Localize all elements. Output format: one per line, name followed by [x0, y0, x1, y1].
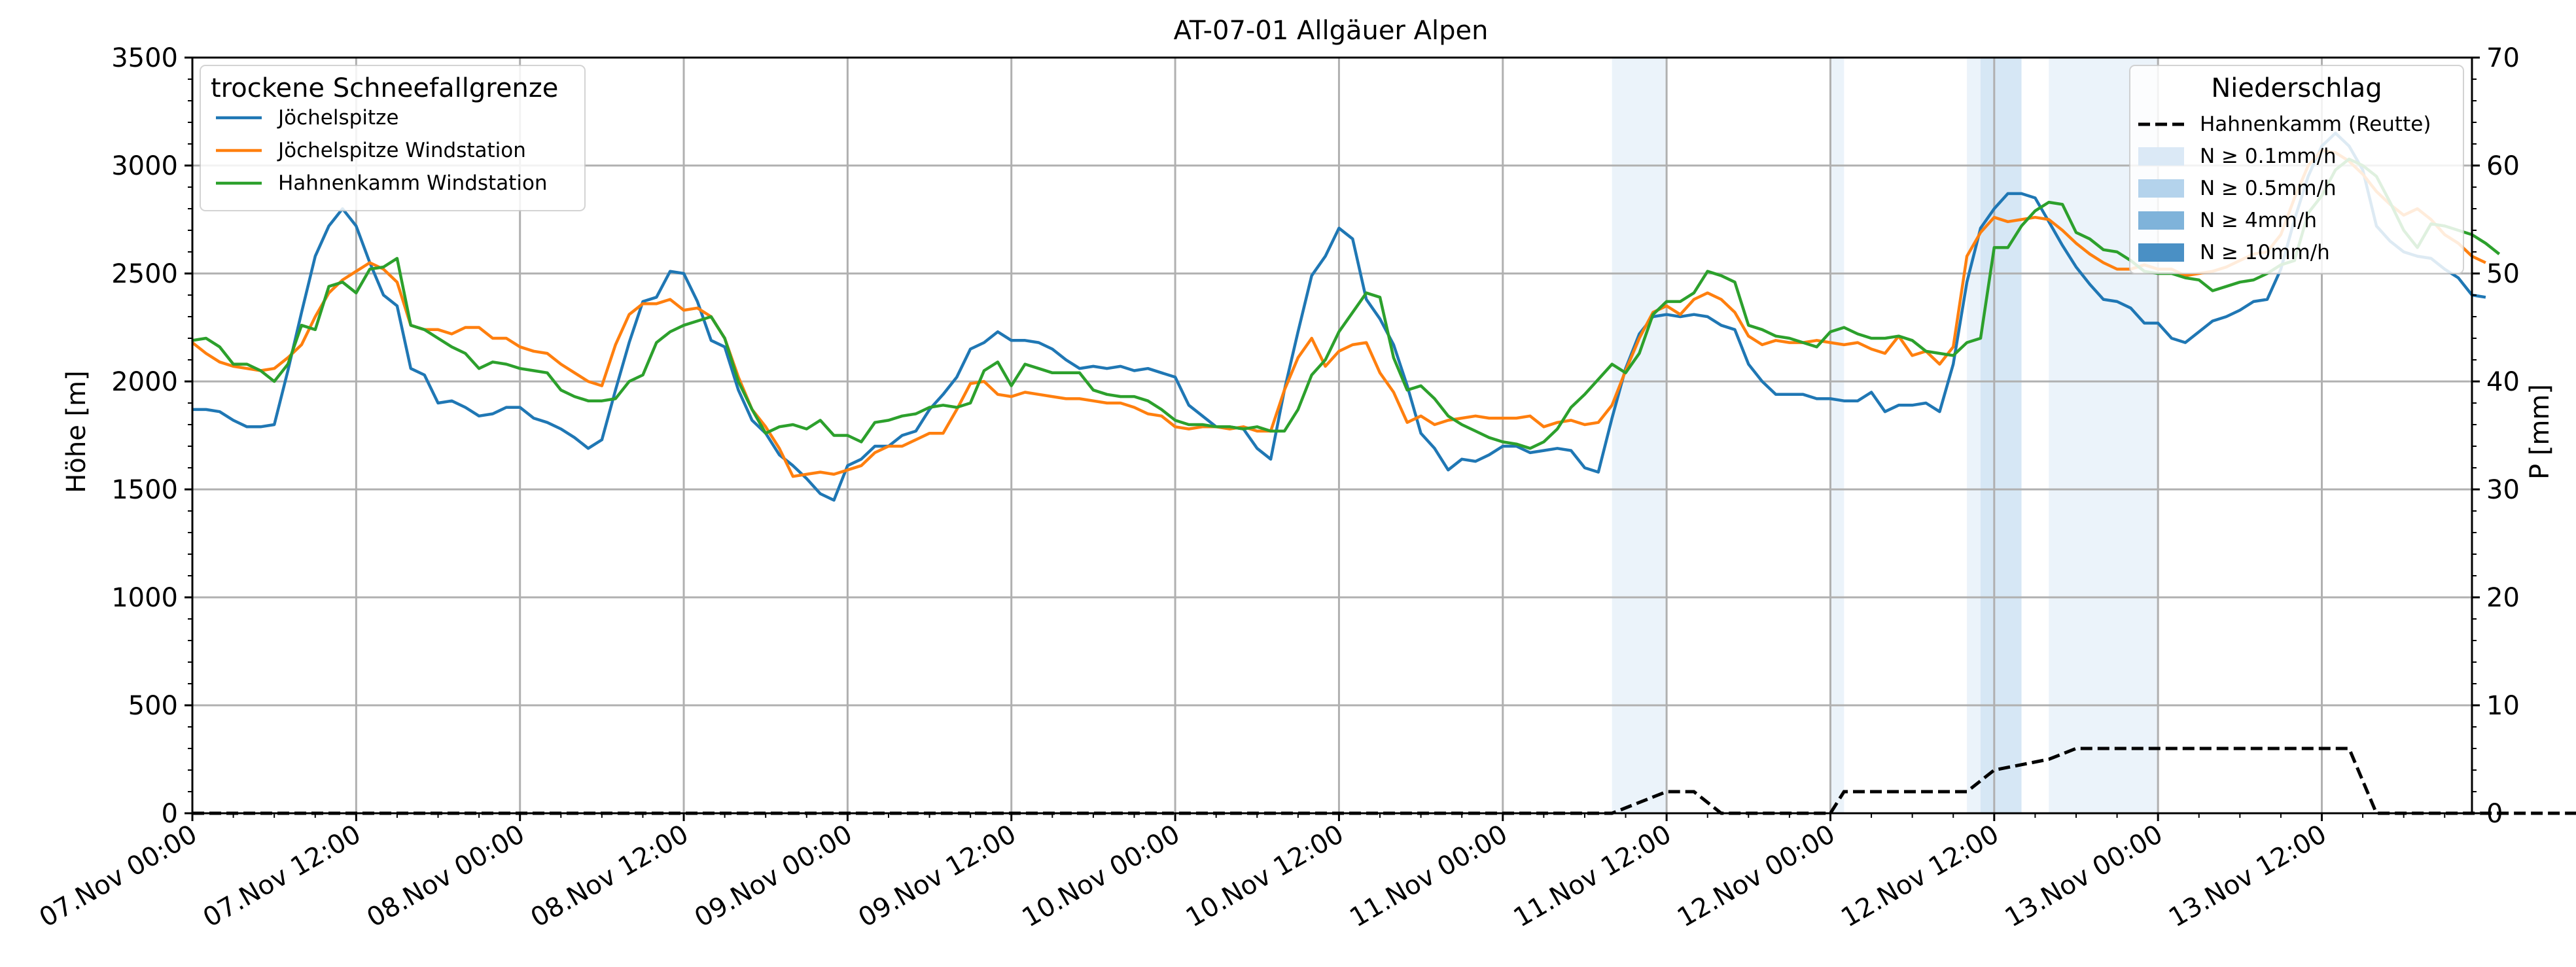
legend-right-entry: Hahnenkamm (Reutte) [2200, 113, 2431, 136]
precipitation-bands [1612, 58, 2159, 813]
y2-tick-label: 10 [2486, 691, 2520, 721]
precip-band [1967, 58, 1981, 813]
x-tick-label: 08.Nov 00:00 [362, 819, 530, 934]
legend-right-box [2129, 65, 2464, 274]
legend-left-entry: Jöchelspitze [277, 106, 398, 130]
x-tick-label: 11.Nov 12:00 [1509, 819, 1677, 934]
legend-left-box [200, 65, 586, 211]
y-tick-label: 1500 [111, 475, 178, 505]
y-tick-label: 3000 [111, 151, 178, 181]
x-tick-label: 09.Nov 00:00 [690, 819, 858, 934]
x-tick-label: 11.Nov 00:00 [1345, 819, 1513, 934]
precipitation-line [192, 747, 2576, 815]
y-tick-label: 2000 [111, 367, 178, 397]
x-tick-label: 10.Nov 12:00 [1181, 819, 1349, 934]
legend-right-entry: N ≥ 4mm/h [2200, 209, 2317, 232]
x-tick-label: 07.Nov 12:00 [198, 819, 366, 934]
legend-snowfall-limit: trockene Schneefallgrenze Jöchelspitze Jöc… [200, 65, 586, 211]
y2-axis-label: P [mm] [2525, 384, 2555, 480]
legend-right-swatch [2138, 243, 2184, 262]
y-axis-label: Höhe [m] [62, 370, 92, 493]
y-tick-label: 3500 [111, 43, 178, 73]
y-tick-label: 0 [162, 799, 178, 829]
y2-tick-label: 20 [2486, 583, 2520, 613]
x-tick-label: 08.Nov 12:00 [525, 819, 694, 934]
y-tick-label: 500 [128, 691, 178, 721]
legend-right-swatch [2138, 211, 2184, 230]
x-tick-label: 13.Nov 00:00 [2000, 819, 2168, 934]
series-line-1 [191, 149, 2486, 478]
legend-left-entry: Hahnenkamm Windstation [278, 171, 548, 195]
y2-tick-label: 40 [2486, 367, 2520, 397]
y-tick-label: 1000 [111, 583, 178, 613]
precip-band [1612, 58, 1667, 813]
y2-tick-label: 0 [2486, 799, 2503, 829]
legend-right-entry: N ≥ 0.1mm/h [2200, 145, 2337, 168]
y2-tick-label: 30 [2486, 475, 2520, 505]
x-tick-label: 12.Nov 00:00 [1672, 819, 1841, 934]
legend-right-entry: N ≥ 0.5mm/h [2200, 177, 2337, 200]
legend-left-entry: Jöchelspitze Windstation [277, 139, 526, 162]
y2-tick-label: 50 [2486, 259, 2520, 289]
series-lines [191, 132, 2576, 815]
y-tick-label: 2500 [111, 259, 178, 289]
precip-band [1980, 58, 2022, 813]
chart-title: AT-07-01 Allgäuer Alpen [1174, 16, 1489, 46]
legend-right-title: Niederschlag [2211, 73, 2382, 103]
legend-precipitation: Niederschlag Hahnenkamm (Reutte) N ≥ 0.1mm… [2129, 65, 2464, 274]
legend-right-swatch [2138, 147, 2184, 166]
legend-left-title: trockene Schneefallgrenze [211, 73, 558, 103]
plot-frame [191, 56, 2473, 815]
x-tick-label: 13.Nov 12:00 [2164, 819, 2332, 934]
series-line-0 [192, 132, 2486, 502]
x-tick-label: 10.Nov 00:00 [1017, 819, 1186, 934]
series-line-2 [192, 157, 2501, 450]
precip-band [1830, 58, 1844, 813]
y2-tick-label: 70 [2486, 43, 2520, 73]
legend-right-entry: N ≥ 10mm/h [2200, 241, 2330, 264]
x-tick-label: 12.Nov 12:00 [1836, 819, 2004, 934]
legend-right-swatch [2138, 179, 2184, 198]
x-tick-label: 07.Nov 00:00 [34, 819, 202, 934]
y2-tick-label: 60 [2486, 151, 2520, 181]
x-tick-label: 09.Nov 12:00 [853, 819, 1021, 934]
